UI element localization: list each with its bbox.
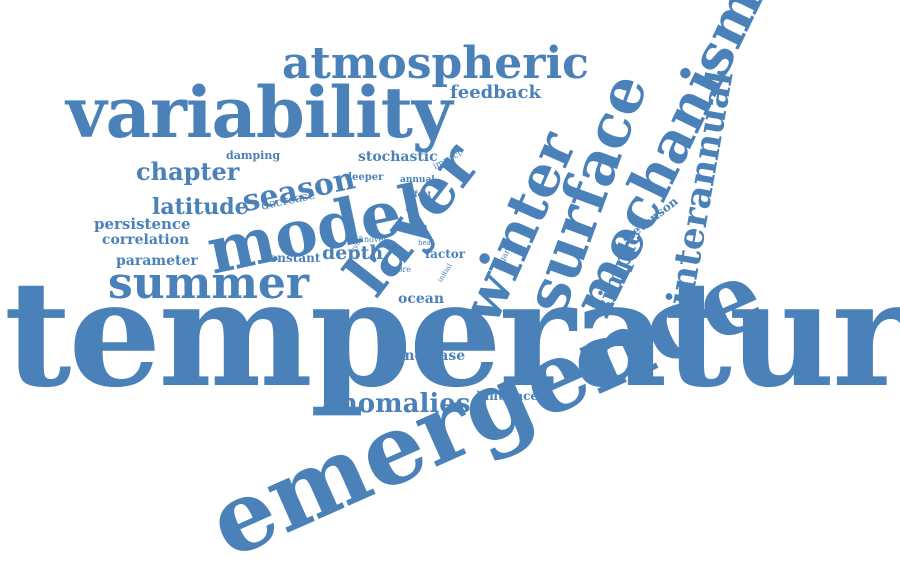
word-novel: novel (364, 235, 386, 244)
word-constant: constant (262, 251, 321, 265)
word-stochastic: stochastic (358, 149, 438, 165)
word-increase: increase (399, 348, 466, 364)
word-summer: summer (108, 258, 310, 309)
word-correlation: correlation (102, 232, 190, 248)
word-latitude: latitude (152, 194, 249, 220)
word-factor: factor (425, 247, 466, 261)
word-more: more (390, 265, 411, 274)
word-heat: heat (418, 239, 434, 247)
word-chapter: chapter (136, 157, 240, 186)
word-annual: annual (400, 175, 435, 185)
word-parameter: parameter (116, 253, 198, 269)
word-ocean: ocean (398, 291, 445, 307)
word-effect: effect (406, 189, 432, 199)
word-influence: influence (476, 389, 539, 403)
word-persistence: persistence (94, 215, 191, 233)
word-temperature: temperature (4, 249, 900, 420)
word-damping: damping (226, 149, 281, 162)
word-variability: variability (66, 71, 453, 154)
word-atmospheric: atmospheric (282, 38, 589, 89)
word-anomalies: anomalies (322, 389, 471, 419)
word-depth: depth (322, 242, 384, 264)
word-feedback: feedback (450, 82, 541, 103)
word-deeper: deeper (345, 172, 384, 183)
